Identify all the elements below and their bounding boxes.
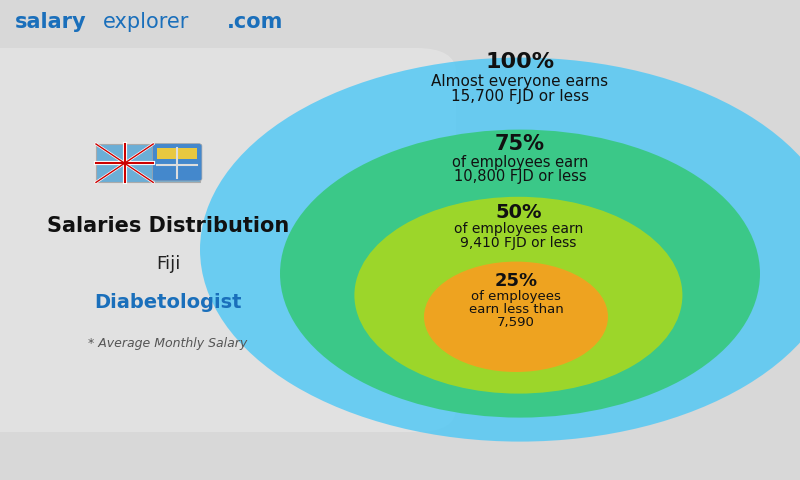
Text: salary: salary [14,12,86,32]
Text: 25%: 25% [494,272,538,290]
Text: of employees: of employees [471,290,561,303]
Text: .com: .com [226,12,282,32]
Circle shape [424,262,608,372]
Text: 100%: 100% [486,52,554,72]
Circle shape [354,197,682,394]
FancyBboxPatch shape [152,144,202,181]
Circle shape [280,130,760,418]
FancyBboxPatch shape [96,144,200,182]
Text: Almost everyone earns: Almost everyone earns [431,74,609,89]
Text: * Average Monthly Salary: * Average Monthly Salary [88,336,248,350]
Text: Fiji: Fiji [156,255,180,273]
Text: Salaries Distribution: Salaries Distribution [47,216,289,236]
Circle shape [200,58,800,442]
Text: Diabetologist: Diabetologist [94,293,242,312]
FancyBboxPatch shape [0,48,456,432]
Text: 15,700 FJD or less: 15,700 FJD or less [451,88,589,104]
Text: 10,800 FJD or less: 10,800 FJD or less [454,168,586,184]
FancyBboxPatch shape [157,148,198,159]
Text: earn less than: earn less than [469,303,563,316]
Text: 75%: 75% [495,134,545,154]
Text: explorer: explorer [102,12,189,32]
Text: 50%: 50% [495,203,542,222]
Text: 7,590: 7,590 [497,316,535,329]
Text: 9,410 FJD or less: 9,410 FJD or less [460,236,577,251]
Text: of employees earn: of employees earn [454,222,583,237]
Text: of employees earn: of employees earn [452,155,588,170]
